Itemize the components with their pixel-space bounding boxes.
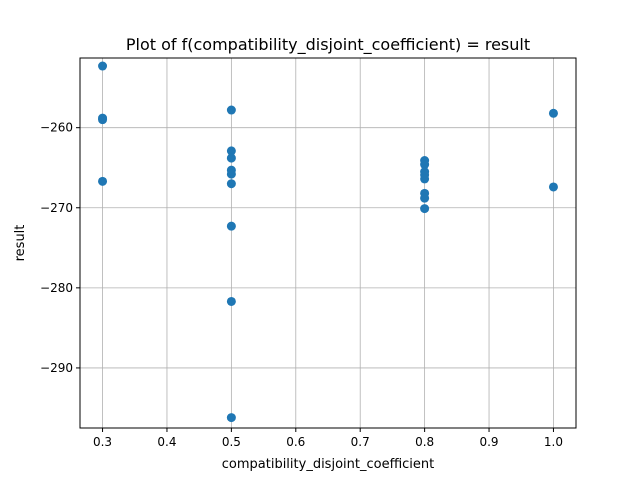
data-points	[98, 61, 558, 423]
data-point	[548, 108, 558, 118]
x-tick-label: 0.4	[157, 435, 176, 449]
data-point	[98, 176, 108, 186]
x-axis-label: compatibility_disjoint_coefficient	[222, 457, 434, 472]
data-point	[226, 179, 236, 189]
y-tick-label: −260	[40, 121, 73, 135]
x-tick-label: 0.3	[93, 435, 112, 449]
data-point	[226, 153, 236, 163]
data-point	[226, 296, 236, 306]
plot-frame	[79, 57, 577, 429]
data-point	[548, 182, 558, 192]
y-axis-label: result	[13, 225, 28, 262]
y-tick-label: −270	[40, 201, 73, 215]
y-tick-label: −280	[40, 281, 73, 295]
axis-ticks: 0.3 0.4 0.5 0.6 0.7 0.8 0.9 1.0 −290 −280 −270 −260	[40, 121, 563, 449]
chart-title: Plot of f(compatibility_disjoint_coeffic…	[126, 35, 530, 55]
x-tick-label: 0.5	[222, 435, 241, 449]
data-point	[98, 61, 108, 71]
data-point	[420, 174, 430, 184]
y-tick-label: −290	[40, 361, 73, 375]
x-tick-label: 1.0	[544, 435, 563, 449]
data-point	[226, 146, 236, 156]
data-point	[226, 413, 236, 423]
data-point	[420, 160, 430, 170]
data-point	[98, 115, 108, 125]
data-point	[226, 169, 236, 179]
data-point	[420, 193, 430, 203]
x-tick-label: 0.7	[351, 435, 370, 449]
x-tick-label: 0.8	[415, 435, 434, 449]
data-point	[226, 105, 236, 115]
data-point	[226, 221, 236, 231]
x-tick-label: 0.6	[286, 435, 305, 449]
x-tick-label: 0.9	[479, 435, 498, 449]
data-point	[420, 204, 430, 214]
grid	[80, 58, 576, 428]
